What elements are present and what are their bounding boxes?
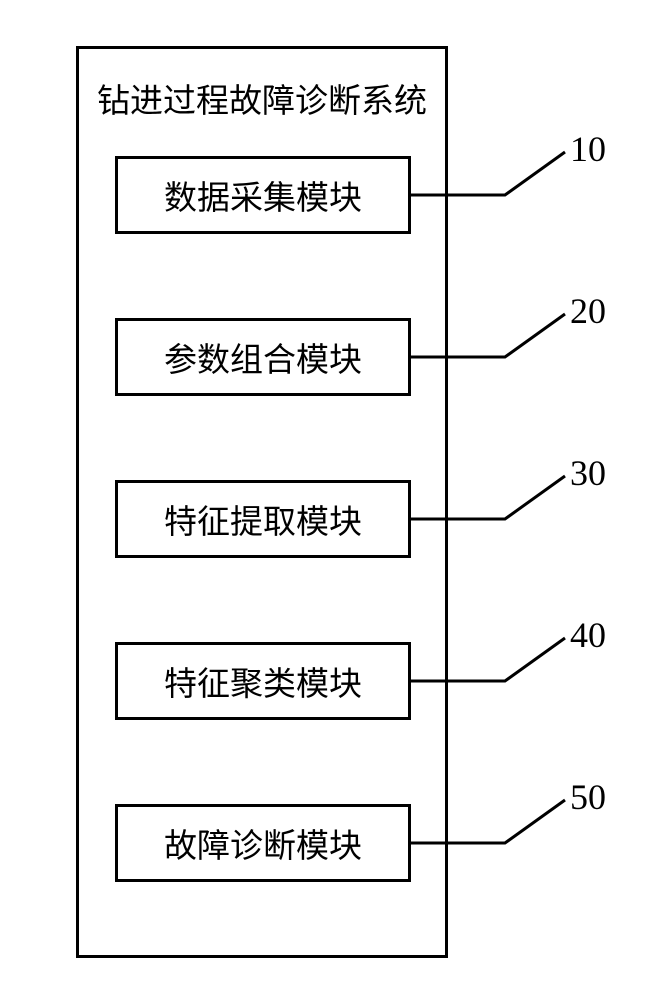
- leader-fault-diagnosis: [0, 0, 672, 1000]
- ref-number-fault-diagnosis: 50: [570, 776, 606, 818]
